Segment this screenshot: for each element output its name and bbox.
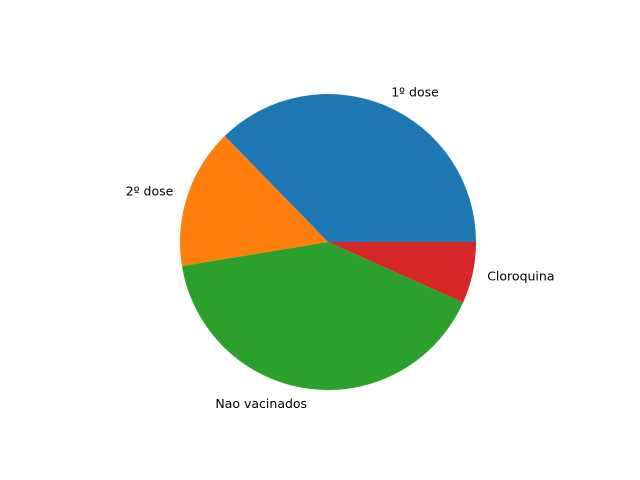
pie-slice-1 bbox=[179, 136, 328, 267]
pie-labels: 1º dose 2º dose Nao vacinados Cloroquina bbox=[126, 84, 555, 410]
pie-slice-2 bbox=[181, 242, 464, 391]
pie-label-3: Cloroquina bbox=[487, 269, 554, 284]
pie-slices bbox=[179, 93, 476, 391]
pie-label-2: Nao vacinados bbox=[215, 396, 307, 411]
pie-slice-3 bbox=[328, 242, 476, 303]
pie-label-0: 1º dose bbox=[391, 84, 439, 99]
pie-slice-0 bbox=[224, 93, 476, 242]
pie-label-1: 2º dose bbox=[126, 184, 174, 199]
